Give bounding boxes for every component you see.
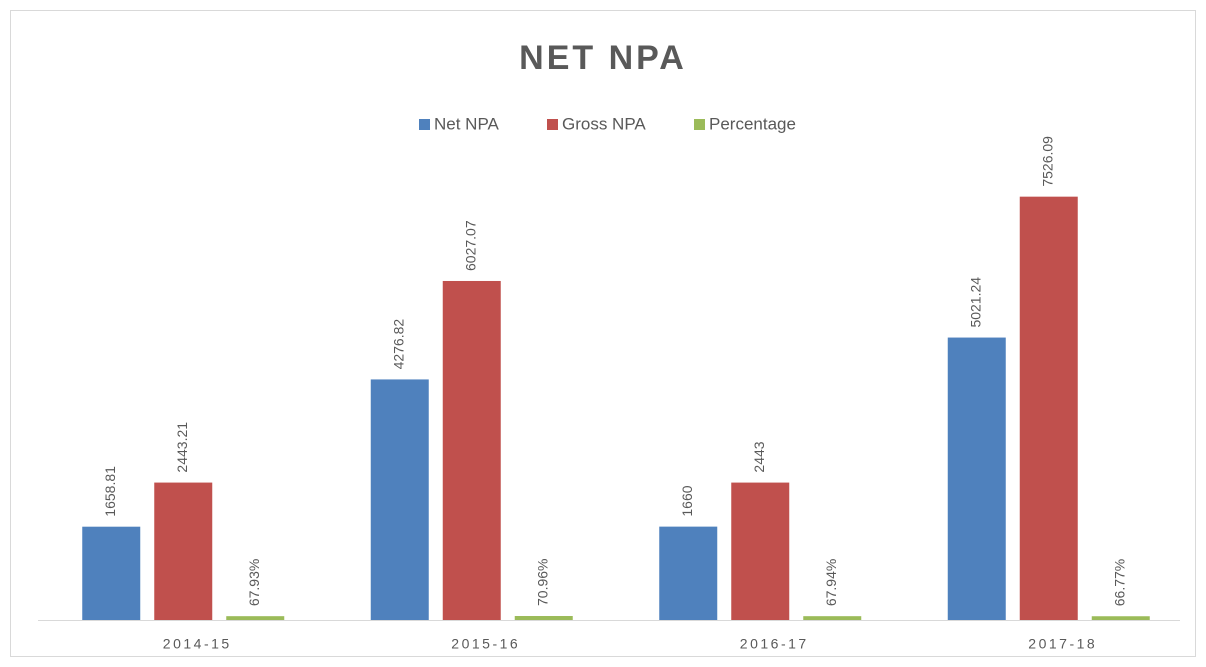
bar	[731, 482, 790, 620]
data-label: 2443	[751, 441, 767, 472]
bar	[659, 526, 718, 620]
data-label: 2443.21	[174, 422, 190, 473]
x-tick-label: 2017-18	[1028, 636, 1097, 652]
bar	[82, 526, 141, 620]
bar	[370, 379, 429, 620]
legend-swatch	[419, 119, 430, 130]
chart-title: NET NPA	[519, 39, 687, 77]
data-label: 7526.09	[1039, 136, 1055, 187]
bar	[1091, 616, 1150, 620]
legend-swatch	[547, 119, 558, 130]
x-tick-label: 2016-17	[740, 636, 809, 652]
bar	[154, 482, 213, 620]
data-label: 5021.24	[967, 277, 983, 328]
data-label: 67.93%	[246, 559, 262, 606]
bar	[226, 616, 285, 620]
bar	[514, 616, 573, 620]
data-label: 1658.81	[102, 466, 118, 517]
bar	[1019, 196, 1078, 620]
legend-label: Percentage	[709, 114, 796, 133]
bar	[947, 337, 1006, 620]
x-tick-label: 2015-16	[451, 636, 520, 652]
data-label: 66.77%	[1111, 559, 1127, 606]
data-label: 67.94%	[823, 559, 839, 606]
legend-swatch	[694, 119, 705, 130]
legend-label: Net NPA	[434, 114, 500, 133]
bar	[803, 616, 862, 620]
x-tick-label: 2014-15	[163, 636, 232, 652]
data-label: 4276.82	[390, 319, 406, 370]
legend-label: Gross NPA	[562, 114, 646, 133]
data-label: 6027.07	[462, 220, 478, 271]
bar	[442, 280, 501, 620]
data-label: 1660	[679, 485, 695, 516]
data-label: 70.96%	[534, 559, 550, 606]
